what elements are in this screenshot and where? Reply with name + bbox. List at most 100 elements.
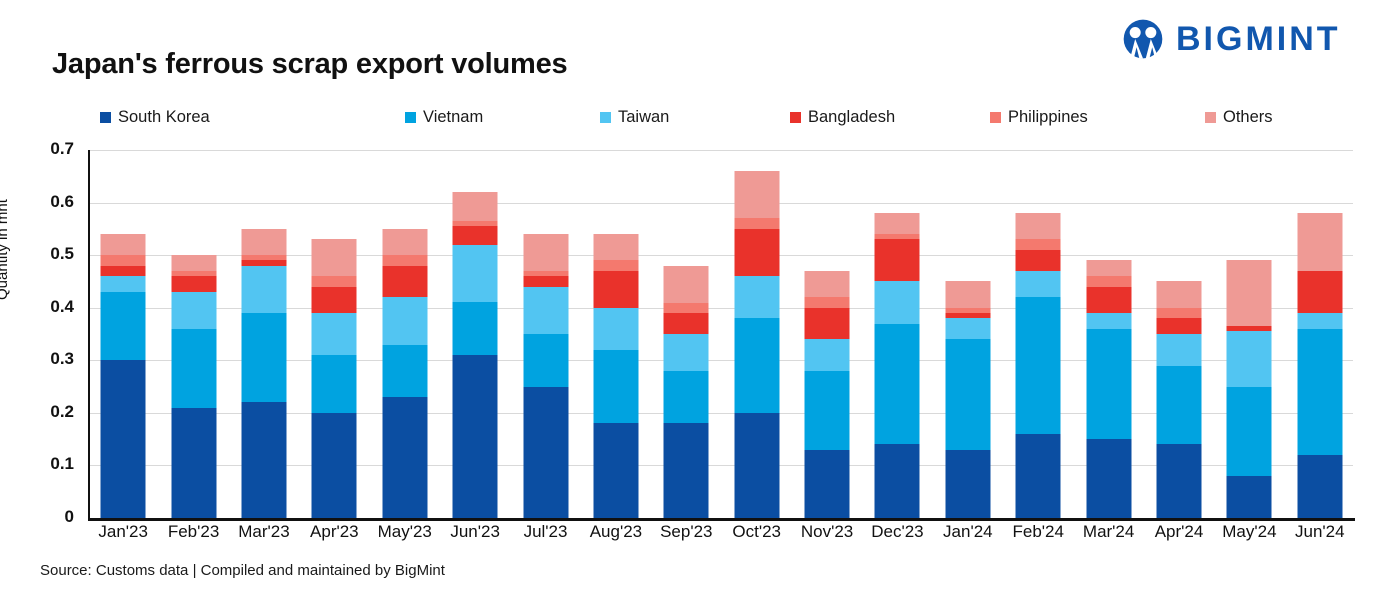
stacked-bar[interactable] — [734, 171, 780, 518]
bar-segment[interactable] — [804, 270, 850, 298]
stacked-bar[interactable] — [945, 281, 991, 518]
bar-segment[interactable] — [241, 260, 287, 266]
bar-segment[interactable] — [593, 234, 639, 261]
bar-segment[interactable] — [1086, 328, 1132, 440]
bar-segment[interactable] — [1226, 326, 1272, 332]
bar-segment[interactable] — [382, 397, 428, 518]
bar-segment[interactable] — [171, 255, 217, 271]
bar-segment[interactable] — [804, 449, 850, 518]
bar-segment[interactable] — [1297, 213, 1343, 271]
bar-segment[interactable] — [1156, 318, 1202, 335]
bar-segment[interactable] — [734, 228, 780, 277]
bar-segment[interactable] — [734, 171, 780, 219]
bar-group[interactable] — [1073, 150, 1143, 518]
bar-segment[interactable] — [874, 239, 920, 282]
bar-segment[interactable] — [804, 370, 850, 450]
bar-segment[interactable] — [1156, 365, 1202, 445]
bar-group[interactable] — [1214, 150, 1284, 518]
stacked-bar[interactable] — [1226, 260, 1272, 518]
bar-segment[interactable] — [452, 226, 498, 245]
bar-segment[interactable] — [100, 291, 146, 361]
stacked-bar[interactable] — [523, 234, 569, 518]
bar-segment[interactable] — [663, 302, 709, 313]
bar-segment[interactable] — [1156, 334, 1202, 366]
bar-segment[interactable] — [593, 260, 639, 271]
bar-group[interactable] — [1285, 150, 1355, 518]
bar-segment[interactable] — [452, 302, 498, 356]
stacked-bar[interactable] — [1156, 281, 1202, 518]
bar-segment[interactable] — [523, 270, 569, 277]
bar-segment[interactable] — [593, 270, 639, 308]
bar-segment[interactable] — [452, 221, 498, 227]
bar-segment[interactable] — [171, 270, 217, 277]
bar-segment[interactable] — [804, 339, 850, 371]
bar-segment[interactable] — [241, 402, 287, 518]
bar-segment[interactable] — [1297, 313, 1343, 329]
bar-segment[interactable] — [382, 228, 428, 256]
bar-segment[interactable] — [593, 307, 639, 350]
stacked-bar[interactable] — [1015, 213, 1061, 518]
bar-segment[interactable] — [874, 444, 920, 518]
legend-item-vietnam[interactable]: Vietnam — [405, 108, 483, 127]
bar-segment[interactable] — [1156, 444, 1202, 518]
stacked-bar[interactable] — [1297, 213, 1343, 518]
bar-segment[interactable] — [1297, 328, 1343, 455]
bar-segment[interactable] — [311, 355, 357, 413]
bar-group[interactable] — [229, 150, 299, 518]
bar-group[interactable] — [792, 150, 862, 518]
bar-segment[interactable] — [945, 307, 991, 314]
bar-segment[interactable] — [1086, 286, 1132, 313]
bar-segment[interactable] — [734, 276, 780, 319]
bar-segment[interactable] — [100, 360, 146, 518]
bar-group[interactable] — [299, 150, 369, 518]
bar-segment[interactable] — [1015, 270, 1061, 298]
bar-segment[interactable] — [1226, 260, 1272, 327]
bar-segment[interactable] — [382, 255, 428, 266]
bar-segment[interactable] — [734, 218, 780, 229]
bar-segment[interactable] — [1015, 239, 1061, 250]
bar-segment[interactable] — [311, 239, 357, 277]
stacked-bar[interactable] — [1086, 260, 1132, 518]
bar-segment[interactable] — [523, 386, 569, 518]
bar-group[interactable] — [440, 150, 510, 518]
bar-segment[interactable] — [1156, 307, 1202, 319]
bar-segment[interactable] — [1226, 331, 1272, 387]
bar-segment[interactable] — [523, 234, 569, 271]
bar-segment[interactable] — [945, 449, 991, 518]
bar-segment[interactable] — [1226, 386, 1272, 476]
stacked-bar[interactable] — [663, 265, 709, 518]
bar-segment[interactable] — [523, 276, 569, 287]
legend-item-bangladesh[interactable]: Bangladesh — [790, 108, 895, 127]
bar-segment[interactable] — [452, 244, 498, 303]
bar-group[interactable] — [88, 150, 158, 518]
legend-item-taiwan[interactable]: Taiwan — [600, 108, 669, 127]
bar-segment[interactable] — [241, 255, 287, 261]
bar-segment[interactable] — [734, 318, 780, 413]
bar-segment[interactable] — [311, 286, 357, 313]
bar-segment[interactable] — [171, 291, 217, 329]
bar-group[interactable] — [158, 150, 228, 518]
bar-segment[interactable] — [804, 297, 850, 308]
bar-segment[interactable] — [1015, 249, 1061, 271]
bar-group[interactable] — [1144, 150, 1214, 518]
bar-group[interactable] — [722, 150, 792, 518]
bar-segment[interactable] — [241, 265, 287, 313]
bar-segment[interactable] — [874, 281, 920, 324]
stacked-bar[interactable] — [100, 234, 146, 518]
bar-segment[interactable] — [734, 412, 780, 518]
stacked-bar[interactable] — [382, 228, 428, 518]
stacked-bar[interactable] — [804, 270, 850, 518]
bar-group[interactable] — [1003, 150, 1073, 518]
bar-segment[interactable] — [1297, 454, 1343, 518]
bar-segment[interactable] — [100, 255, 146, 266]
bar-segment[interactable] — [100, 234, 146, 256]
stacked-bar[interactable] — [593, 234, 639, 518]
bar-segment[interactable] — [100, 265, 146, 277]
bar-segment[interactable] — [452, 355, 498, 518]
bar-segment[interactable] — [382, 344, 428, 398]
bar-segment[interactable] — [945, 339, 991, 450]
bar-segment[interactable] — [1156, 281, 1202, 308]
bar-segment[interactable] — [663, 334, 709, 371]
bar-segment[interactable] — [663, 370, 709, 424]
bar-segment[interactable] — [593, 349, 639, 424]
